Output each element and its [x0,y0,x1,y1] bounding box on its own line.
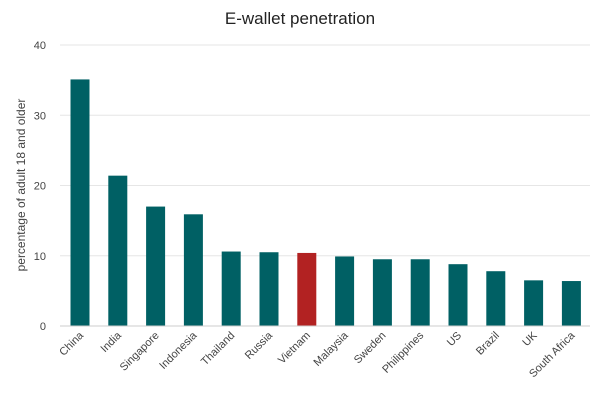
x-tick-label: Thailand [199,330,237,368]
x-tick-label: Russia [243,329,276,362]
y-tick-label: 20 [34,181,46,193]
x-tick-label: UK [520,329,540,349]
x-tick-label: China [57,329,86,358]
bar-thailand [221,251,241,326]
y-axis-title: percentage of adult 18 and older [14,99,28,272]
bar-vietnam [297,252,317,326]
bar-malaysia [335,256,355,326]
bar-brazil [486,271,506,326]
bar-us [448,264,468,326]
y-tick-label: 30 [34,110,46,122]
x-tick-label: India [99,329,125,355]
y-tick-label: 10 [34,251,46,263]
gridlines [60,44,590,257]
bar-sweden [372,259,392,326]
bars [70,79,581,326]
chart-title: E-wallet penetration [225,9,375,28]
bar-indonesia [183,214,203,326]
x-tick-label: US [445,330,464,349]
y-tick-label: 0 [40,321,46,333]
bar-uk [524,280,544,326]
y-tick-label: 40 [34,40,46,52]
x-tick-label: Sweden [352,330,389,367]
bar-russia [259,252,279,326]
x-tick-label: Indonesia [157,329,200,372]
x-tick-label: Vietnam [276,330,313,367]
x-tick-label: Malaysia [312,329,352,369]
bar-india [108,175,128,326]
bar-singapore [146,206,166,326]
y-axis-ticks: 0 10 20 30 40 [34,40,46,333]
x-tick-label: Brazil [474,330,502,358]
x-tick-label: Singapore [118,330,162,374]
x-tick-label: Philippines [380,329,426,375]
bar-south-africa [561,281,581,326]
bar-philippines [410,259,430,326]
bar-china [70,79,90,326]
